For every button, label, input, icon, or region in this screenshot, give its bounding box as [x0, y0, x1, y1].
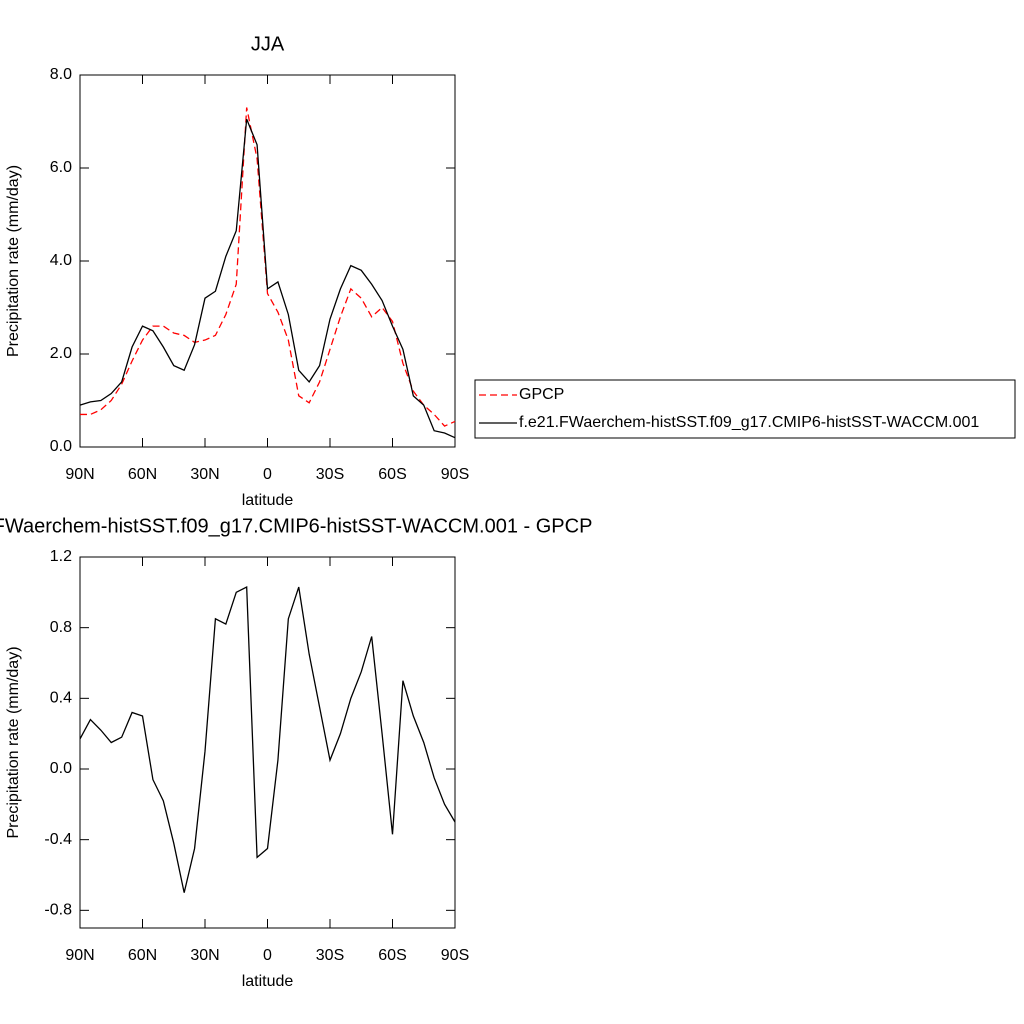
y-tick-label: 1.2 [50, 548, 72, 565]
legend-label: f.e21.FWaerchem-histSST.f09_g17.CMIP6-hi… [519, 414, 979, 431]
x-tick-label: 30N [190, 947, 219, 964]
y-tick-label: 4.0 [50, 252, 72, 269]
x-tick-label: 30S [316, 466, 344, 483]
legend-box [474, 379, 1016, 439]
data-line [80, 107, 456, 427]
data-line [79, 585, 456, 893]
x-tick-label: 60N [128, 947, 157, 964]
legend-label: GPCP [519, 386, 564, 403]
chart-title: f.e21.FWaerchem-histSST.f09_g17.CMIP6-hi… [0, 515, 592, 537]
x-tick-label: 0 [263, 947, 272, 964]
y-tick-label: 0.4 [50, 690, 72, 707]
plot-frame [79, 74, 456, 448]
x-tick-label: 0 [263, 466, 272, 483]
x-axis-label: latitude [242, 973, 294, 990]
x-tick-label: 60S [378, 947, 406, 964]
x-axis-label: latitude [242, 492, 294, 509]
y-tick-label: -0.4 [44, 831, 72, 848]
x-tick-label: 30S [316, 947, 344, 964]
y-tick-label: 2.0 [50, 345, 72, 362]
y-axis-label: Precipitation rate (mm/day) [5, 165, 22, 357]
x-tick-label: 90S [441, 466, 469, 483]
y-axis-label: Precipitation rate (mm/day) [5, 646, 22, 838]
y-tick-label: -0.8 [44, 902, 72, 919]
x-tick-label: 30N [190, 466, 219, 483]
y-tick-label: 6.0 [50, 159, 72, 176]
x-tick-label: 90S [441, 947, 469, 964]
x-tick-label: 60S [378, 466, 406, 483]
data-line [79, 118, 456, 439]
y-tick-label: 0.0 [50, 760, 72, 777]
y-tick-label: 0.0 [50, 438, 72, 455]
x-tick-label: 60N [128, 466, 157, 483]
x-tick-label: 90N [65, 947, 94, 964]
x-tick-label: 90N [65, 466, 94, 483]
y-tick-label: 8.0 [50, 66, 72, 83]
chart-title: JJA [251, 33, 285, 55]
y-tick-label: 0.8 [50, 619, 72, 636]
